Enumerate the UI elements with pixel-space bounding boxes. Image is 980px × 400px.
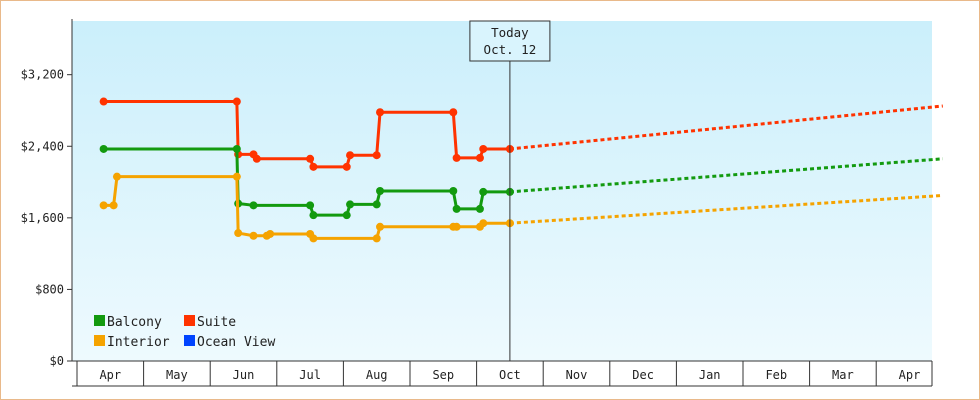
x-tick-label: Aug xyxy=(366,368,388,382)
legend-label: Interior xyxy=(107,335,170,350)
suite-point xyxy=(346,151,355,160)
today-label-box xyxy=(469,20,551,62)
series-layer xyxy=(99,97,943,243)
suite-point xyxy=(452,153,461,162)
legend-item-balcony: Balcony xyxy=(94,315,162,330)
x-tick-label: Dec xyxy=(632,368,654,382)
x-tick-label: Oct xyxy=(499,368,521,382)
legend: Balcony Suite Interior Ocean View xyxy=(94,315,275,350)
y-tick-label: $800 xyxy=(35,282,64,296)
suite-point xyxy=(372,151,381,160)
balcony-point xyxy=(449,187,458,195)
suite-line xyxy=(103,100,510,169)
x-tick-label: Mar xyxy=(832,368,854,382)
y-tick-label: $3,200 xyxy=(21,68,64,82)
interior-point xyxy=(372,234,381,243)
y-tick-label: $2,400 xyxy=(21,139,64,153)
suite-point xyxy=(376,108,385,117)
suite-point xyxy=(342,162,351,171)
interior-point xyxy=(452,222,461,231)
suite-point xyxy=(99,97,108,106)
suite-point xyxy=(309,162,318,171)
x-tick-label: Apr xyxy=(899,368,921,382)
x-tick-label: Feb xyxy=(765,368,787,382)
legend-item-suite: Suite xyxy=(184,315,236,330)
x-tick-label: Jan xyxy=(699,368,721,382)
today-marker: Today Oct. 12 xyxy=(469,20,551,361)
suite-point xyxy=(475,153,484,162)
y-tick-label: $0 xyxy=(50,354,64,368)
legend-swatch xyxy=(94,315,105,326)
balcony-point xyxy=(346,200,355,209)
x-axis: Apr May Jun Jul Aug Sep Oct Nov Dec Jan Feb Mar Apr xyxy=(72,360,933,387)
balcony-point xyxy=(306,201,315,210)
x-tick-label: Jun xyxy=(233,368,255,382)
balcony-point xyxy=(342,211,351,220)
interior-point xyxy=(309,234,318,243)
legend-swatch xyxy=(94,335,105,346)
legend-item-ocean-view: Ocean View xyxy=(184,335,275,350)
balcony-point xyxy=(99,144,108,153)
legend-label: Suite xyxy=(197,315,236,330)
suite-point xyxy=(252,154,261,163)
interior-point xyxy=(232,172,241,181)
x-tick-label: Apr xyxy=(99,368,121,382)
legend-label: Ocean View xyxy=(197,335,275,350)
suite-point xyxy=(449,108,458,117)
balcony-point xyxy=(376,187,385,195)
balcony-point xyxy=(479,187,488,196)
x-tick-label: Jul xyxy=(299,368,321,382)
balcony-point xyxy=(372,200,381,209)
today-label: Today xyxy=(491,25,529,40)
interior-point xyxy=(109,201,118,210)
interior-point xyxy=(249,231,258,240)
suite-projection-line xyxy=(509,104,943,151)
interior-point xyxy=(266,229,275,238)
interior-point xyxy=(479,219,488,228)
balcony-point xyxy=(249,201,258,210)
x-tick-label: Sep xyxy=(432,368,454,382)
suite-point xyxy=(232,97,241,106)
interior-point xyxy=(376,222,385,231)
balcony-point xyxy=(309,211,318,220)
y-tick-label: $1,600 xyxy=(21,211,64,225)
legend-label: Balcony xyxy=(107,315,162,330)
balcony-point xyxy=(452,204,461,213)
legend-swatch xyxy=(184,335,195,346)
y-axis: $0 $800 $1,600 $2,400 $3,200 xyxy=(21,19,73,368)
balcony-point xyxy=(232,144,241,153)
interior-point xyxy=(234,229,243,238)
interior-point xyxy=(112,172,121,181)
today-date-label: Oct. 12 xyxy=(484,42,537,57)
legend-item-interior: Interior xyxy=(94,335,170,350)
interior-point xyxy=(99,201,108,210)
suite-point xyxy=(306,154,315,163)
balcony-point xyxy=(475,204,484,213)
x-tick-label: Nov xyxy=(566,368,588,382)
balcony-projection-line xyxy=(509,157,943,194)
suite-point xyxy=(479,144,488,153)
legend-swatch xyxy=(184,315,195,326)
x-tick-label: May xyxy=(166,368,188,382)
interior-projection-line xyxy=(509,193,943,225)
